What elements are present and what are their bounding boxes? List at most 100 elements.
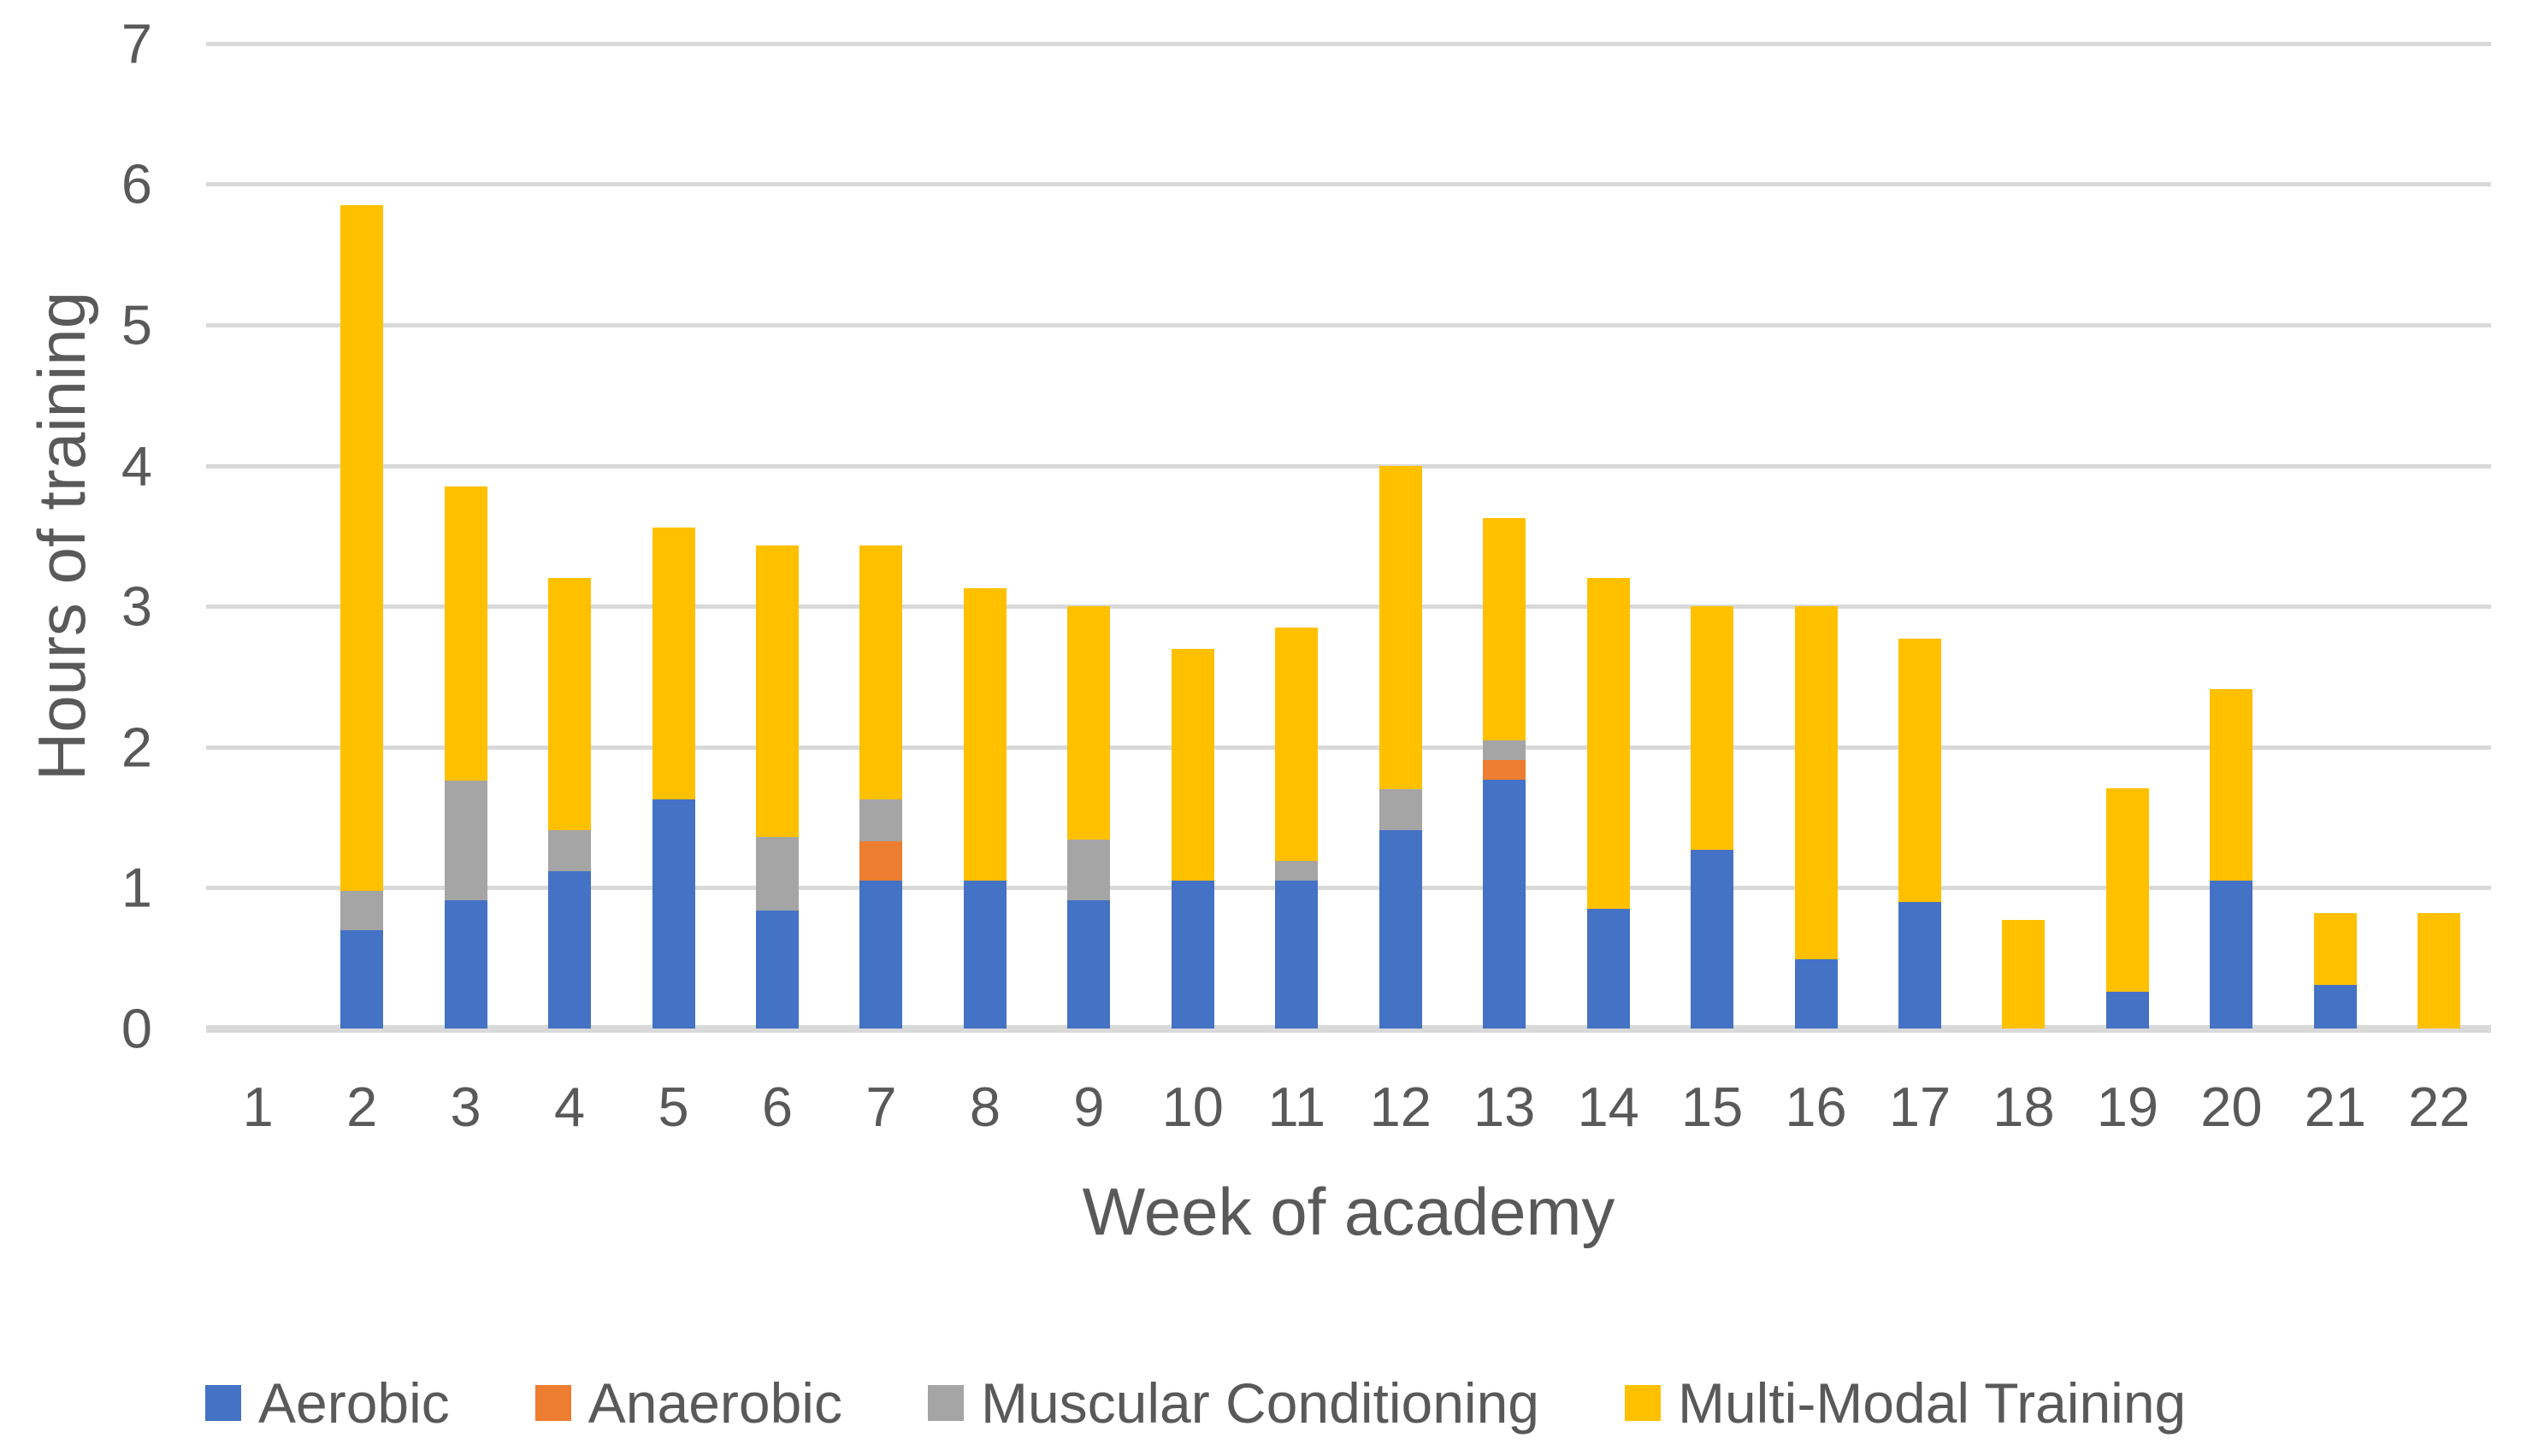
legend-marker-anaerobic-icon <box>534 1385 571 1421</box>
y-tick-label: 2 <box>121 716 152 779</box>
y-tick-label: 3 <box>121 575 152 638</box>
x-tick-label: 15 <box>1680 1076 1744 1138</box>
legend-label-anaerobic: Anaerobic <box>587 1371 842 1435</box>
bar-segment-multi-modal-training-week-20 <box>2210 689 2253 881</box>
bar-segment-muscular-conditioning-week-6 <box>756 837 799 911</box>
bar-segment-muscular-conditioning-week-9 <box>1067 840 1111 901</box>
bar-segment-aerobic-week-15 <box>1691 849 1734 1029</box>
y-tick-label: 6 <box>121 152 152 215</box>
bar-segment-multi-modal-training-week-15 <box>1691 606 1734 850</box>
bar-segment-aerobic-week-6 <box>756 910 799 1029</box>
bar-segment-multi-modal-training-week-10 <box>1171 648 1214 881</box>
bar-segment-aerobic-week-16 <box>1794 959 1838 1029</box>
legend-item-muscular-conditioning: Muscular Conditioning <box>927 1371 1539 1435</box>
x-tick-label: 20 <box>2200 1076 2263 1138</box>
bar-segment-aerobic-week-2 <box>340 929 384 1029</box>
gridline <box>206 323 2491 327</box>
legend-label-aerobic: Aerobic <box>258 1371 450 1435</box>
bar-segment-multi-modal-training-week-3 <box>444 486 487 781</box>
bar-segment-multi-modal-training-week-4 <box>548 578 592 830</box>
bar-segment-aerobic-week-9 <box>1067 900 1111 1029</box>
bar-segment-muscular-conditioning-week-13 <box>1483 740 1526 760</box>
x-tick-label: 19 <box>2096 1076 2159 1138</box>
legend-marker-muscular-conditioning-icon <box>927 1385 964 1421</box>
gridline <box>206 745 2491 750</box>
x-tick-label: 2 <box>346 1076 378 1138</box>
bar-segment-aerobic-week-8 <box>963 881 1007 1029</box>
bar-segment-multi-modal-training-week-11 <box>1275 627 1319 862</box>
bar-segment-multi-modal-training-week-16 <box>1794 606 1838 960</box>
x-tick-label: 13 <box>1473 1076 1536 1138</box>
x-tick-label: 22 <box>2408 1076 2471 1138</box>
bar-segment-multi-modal-training-week-13 <box>1483 517 1526 740</box>
bar-segment-aerobic-week-10 <box>1171 881 1214 1029</box>
x-axis-title: Week of academy <box>1082 1174 1615 1249</box>
x-tick-label: 1 <box>242 1076 274 1138</box>
x-tick-label: 4 <box>554 1076 586 1138</box>
y-tick-label: 5 <box>121 293 152 357</box>
bar-segment-aerobic-week-11 <box>1275 881 1319 1029</box>
x-axis-line <box>206 1025 2491 1033</box>
bar-segment-aerobic-week-7 <box>859 881 903 1029</box>
bar-segment-multi-modal-training-week-5 <box>652 528 695 799</box>
bar-segment-multi-modal-training-week-18 <box>2002 920 2046 1029</box>
legend-item-aerobic: Aerobic <box>205 1375 450 1431</box>
x-tick-label: 8 <box>969 1076 1001 1138</box>
x-tick-label: 16 <box>1785 1076 1847 1138</box>
bar-segment-muscular-conditioning-week-11 <box>1275 861 1319 881</box>
legend-marker-multi-modal-training-icon <box>1625 1385 1661 1421</box>
gridline <box>206 41 2491 46</box>
legend-label-multi-modal-training: Multi-Modal Training <box>1678 1371 2187 1435</box>
gridline <box>206 604 2491 610</box>
bar-segment-aerobic-week-14 <box>1586 909 1630 1029</box>
bar-segment-multi-modal-training-week-8 <box>963 587 1007 881</box>
x-tick-label: 7 <box>865 1076 897 1138</box>
bar-segment-aerobic-week-19 <box>2105 992 2149 1029</box>
legend-label-muscular-conditioning: Muscular Conditioning <box>980 1371 1539 1435</box>
bar-segment-aerobic-week-4 <box>548 870 592 1029</box>
bar-segment-muscular-conditioning-week-7 <box>859 799 903 842</box>
gridline <box>206 886 2491 891</box>
bar-segment-muscular-conditioning-week-3 <box>444 781 487 901</box>
y-tick-label: 4 <box>121 434 152 498</box>
bar-segment-aerobic-week-13 <box>1483 779 1526 1029</box>
bar-segment-aerobic-week-21 <box>2313 984 2357 1029</box>
bar-segment-aerobic-week-5 <box>652 799 695 1029</box>
bar-segment-multi-modal-training-week-14 <box>1586 578 1630 910</box>
bar-segment-anaerobic-week-7 <box>859 841 903 881</box>
legend-marker-aerobic-icon <box>205 1385 241 1421</box>
gridline <box>206 463 2491 469</box>
bar-segment-aerobic-week-3 <box>444 900 487 1029</box>
legend: Aerobic Anaerobic Muscular Conditioning … <box>205 1375 2186 1431</box>
x-tick-label: 5 <box>658 1076 689 1138</box>
bar-segment-multi-modal-training-week-9 <box>1067 606 1111 840</box>
x-tick-label: 3 <box>450 1076 481 1138</box>
legend-item-anaerobic: Anaerobic <box>534 1371 842 1435</box>
x-tick-label: 10 <box>1161 1076 1224 1138</box>
x-tick-label: 21 <box>2304 1076 2366 1138</box>
bar-segment-muscular-conditioning-week-4 <box>548 829 592 871</box>
bar-segment-aerobic-week-17 <box>1898 901 1941 1029</box>
bar-segment-multi-modal-training-week-22 <box>2418 913 2461 1029</box>
bar-segment-muscular-conditioning-week-2 <box>340 890 384 930</box>
bar-segment-multi-modal-training-week-17 <box>1898 639 1941 902</box>
y-tick-label: 7 <box>121 12 152 75</box>
bar-segment-aerobic-week-12 <box>1379 829 1422 1029</box>
bar-segment-multi-modal-training-week-19 <box>2105 787 2149 993</box>
bar-segment-aerobic-week-20 <box>2210 881 2253 1029</box>
x-tick-label: 17 <box>1888 1076 1951 1138</box>
y-tick-label: 0 <box>121 997 152 1060</box>
x-tick-label: 9 <box>1073 1076 1105 1138</box>
bar-segment-multi-modal-training-week-21 <box>2313 913 2357 985</box>
x-tick-label: 6 <box>761 1076 794 1138</box>
bar-segment-anaerobic-week-13 <box>1483 759 1526 780</box>
y-tick-label: 1 <box>121 856 152 919</box>
x-tick-label: 12 <box>1369 1076 1432 1138</box>
x-tick-label: 14 <box>1577 1076 1639 1138</box>
legend-item-multi-modal-training: Multi-Modal Training <box>1625 1375 2186 1431</box>
x-tick-label: 11 <box>1267 1076 1326 1138</box>
bar-segment-multi-modal-training-week-7 <box>859 545 903 799</box>
y-axis-title: Hours of training <box>24 291 99 781</box>
bar-segment-muscular-conditioning-week-12 <box>1379 789 1422 830</box>
